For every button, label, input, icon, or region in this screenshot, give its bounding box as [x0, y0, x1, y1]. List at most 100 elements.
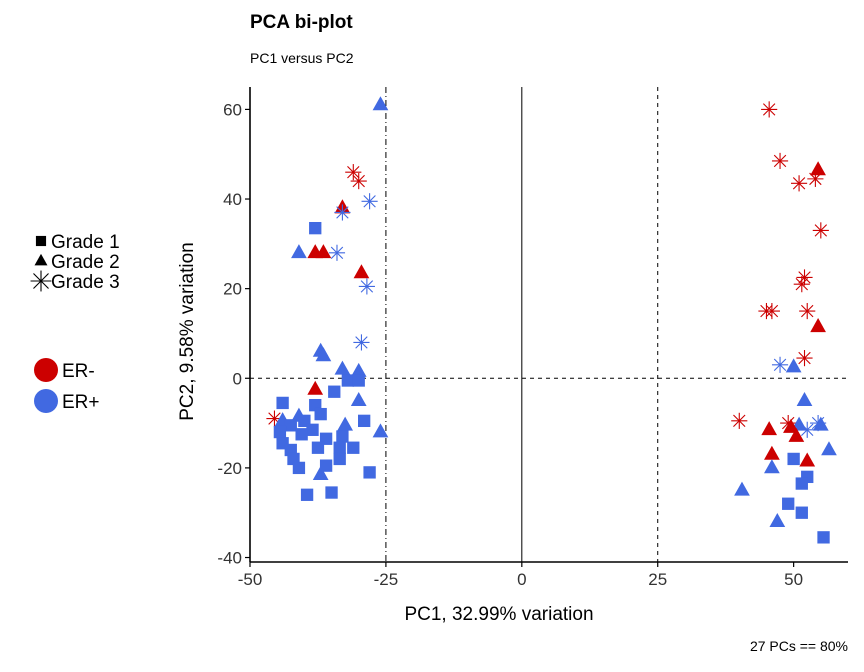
data-point: [788, 427, 805, 442]
legend-color-label: ER+: [62, 392, 100, 413]
marker-asterisk-stroke: [33, 273, 49, 289]
y-tick-label: 0: [233, 369, 242, 388]
data-point: [372, 96, 389, 111]
marker-square: [333, 441, 346, 454]
marker-square: [336, 430, 349, 443]
data-point: [790, 175, 808, 192]
marker-asterisk-stroke: [733, 414, 746, 428]
marker-asterisk-stroke: [798, 271, 811, 284]
marker-triangle: [312, 465, 329, 480]
marker-triangle: [372, 96, 389, 111]
y-tick-label: 40: [223, 190, 242, 209]
data-point: [771, 152, 789, 170]
data-point: [328, 385, 341, 398]
marker-square: [795, 477, 808, 490]
data-point: [799, 452, 816, 467]
data-point: [345, 164, 362, 181]
data-point: [350, 391, 367, 407]
marker-square: [300, 488, 314, 501]
marker-triangle: [783, 418, 799, 433]
marker-asterisk-stroke: [762, 103, 776, 116]
marker-square: [292, 461, 306, 475]
y-tick-label: -40: [217, 549, 242, 568]
data-point: [810, 161, 826, 176]
marker-triangle: [350, 391, 367, 407]
legend-shape-key: [35, 235, 47, 247]
marker-square: [306, 423, 319, 436]
marker-triangle: [821, 441, 837, 456]
data-point: [273, 425, 287, 439]
legend-shape-key: [30, 270, 52, 292]
marker-square: [314, 407, 327, 421]
marker-triangle: [796, 391, 813, 407]
marker-asterisk-stroke: [773, 154, 787, 168]
data-point: [311, 441, 325, 454]
marker-square: [363, 466, 376, 479]
legend-shape-label: Grade 3: [51, 272, 120, 293]
marker-square: [328, 385, 341, 398]
marker-asterisk-stroke: [792, 177, 806, 190]
data-point: [347, 441, 360, 454]
marker-square: [319, 459, 333, 472]
data-point: [353, 264, 370, 279]
legend-shape-label: Grade 2: [51, 252, 120, 273]
data-point: [731, 412, 748, 429]
data-point: [787, 452, 800, 466]
marker-triangle: [34, 253, 48, 266]
chart-caption: 27 PCs == 80%: [749, 638, 848, 654]
marker-triangle: [764, 445, 780, 460]
y-tick-label: 20: [223, 280, 242, 299]
data-point: [793, 276, 810, 293]
marker-triangle: [764, 459, 780, 474]
data-point: [336, 430, 349, 443]
data-point: [785, 358, 802, 373]
data-point: [295, 428, 308, 441]
data-point: [292, 461, 306, 475]
data-point: [358, 278, 375, 295]
marker-square: [358, 414, 371, 428]
data-point: [761, 101, 778, 118]
data-point: [799, 302, 816, 320]
data-point: [358, 414, 371, 428]
data-point: [795, 506, 808, 519]
marker-square: [817, 531, 830, 544]
marker-triangle: [353, 264, 370, 279]
data-point: [764, 459, 780, 474]
data-point: [769, 512, 786, 527]
data-point: [363, 466, 376, 479]
marker-triangle: [812, 416, 829, 431]
chart-title: PCA bi-plot: [250, 12, 353, 33]
marker-square: [787, 452, 800, 466]
marker-square: [333, 452, 346, 466]
data-point: [333, 452, 346, 466]
data-point: [291, 244, 307, 259]
x-tick-label: -25: [374, 570, 399, 589]
marker-triangle: [761, 421, 778, 436]
marker-square: [352, 374, 365, 387]
marker-square: [35, 235, 47, 247]
marker-triangle: [372, 423, 389, 438]
data-point: [771, 356, 789, 373]
data-point: [799, 421, 816, 438]
data-point: [306, 423, 319, 436]
marker-square: [273, 425, 287, 439]
data-point: [761, 421, 778, 436]
data-point: [372, 423, 389, 438]
marker-triangle: [334, 360, 351, 375]
data-point: [309, 221, 322, 235]
marker-asterisk-stroke: [347, 165, 360, 179]
data-point: [812, 222, 829, 239]
marker-asterisk-stroke: [360, 280, 374, 293]
marker-square: [311, 441, 325, 454]
marker-asterisk-stroke: [330, 246, 344, 260]
data-point: [334, 360, 351, 375]
marker-triangle: [350, 362, 367, 377]
marker-asterisk-stroke: [801, 304, 814, 318]
data-point: [796, 269, 813, 286]
data-point: [325, 486, 338, 499]
marker-triangle: [291, 244, 307, 259]
marker-triangle: [810, 318, 826, 333]
data-point: [319, 459, 333, 472]
x-tick-label: 25: [648, 570, 667, 589]
data-point: [315, 347, 332, 362]
